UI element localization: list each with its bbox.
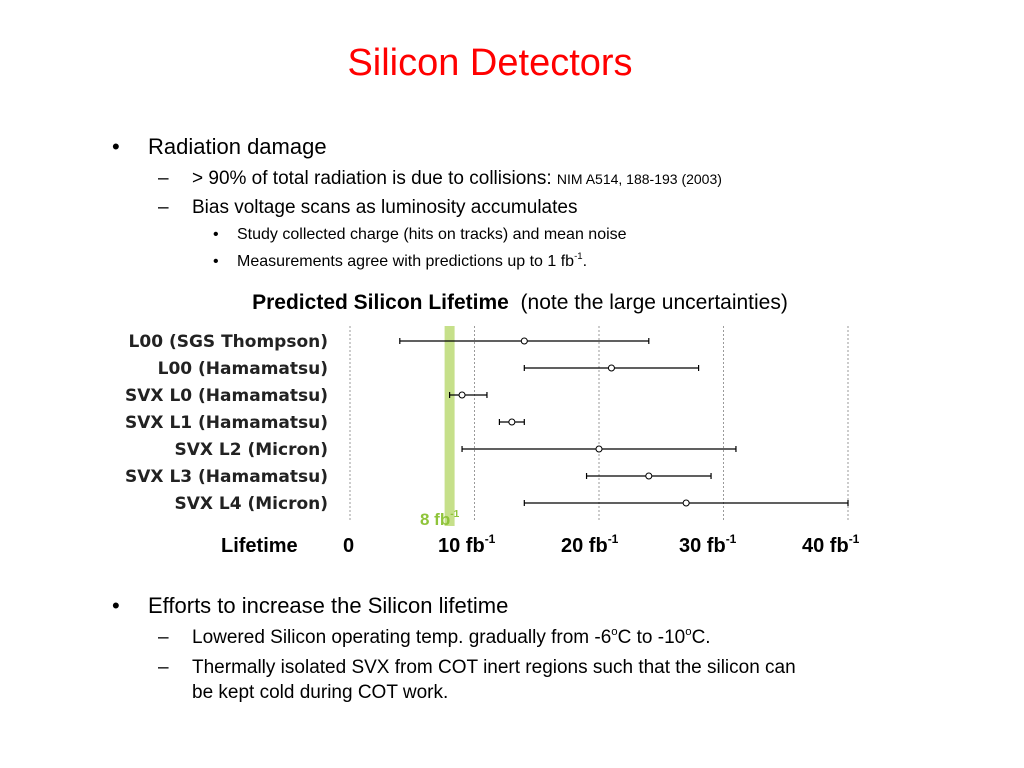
row-label: SVX L0 (Hamamatsu) <box>125 386 328 406</box>
sub-bullet-text: Thermally isolated SVX from COT inert re… <box>192 657 796 678</box>
data-point <box>595 445 603 453</box>
dash-marker: – <box>158 168 169 189</box>
sub-bullet-continuation: be kept cold during COT work. <box>192 682 449 703</box>
data-point <box>458 391 466 399</box>
band-label: 8 fb-1 <box>420 509 460 529</box>
data-point <box>508 418 516 426</box>
slide-title: Silicon Detectors <box>347 42 633 84</box>
chart-title: Predicted Silicon Lifetime <box>252 291 509 314</box>
reference-citation: NIM A514, 188-193 (2003) <box>556 171 722 187</box>
x-tick-label: 20 fb-1 <box>561 532 619 557</box>
axis-label-lifetime: Lifetime <box>221 535 298 557</box>
data-point <box>682 499 690 507</box>
data-point <box>520 337 528 345</box>
x-tick-label: 10 fb-1 <box>438 532 496 557</box>
dash-marker: – <box>158 657 169 678</box>
data-point <box>645 472 653 480</box>
bullet-marker: • <box>213 253 219 270</box>
sub-bullet-text: Lowered Silicon operating temp. graduall… <box>192 627 612 648</box>
sub-sub-bullet-text: Study collected charge (hits on tracks) … <box>237 226 627 243</box>
bullet-marker: • <box>213 226 219 243</box>
dash-marker: – <box>158 197 169 218</box>
row-label: SVX L2 (Micron) <box>174 440 328 460</box>
x-tick-label: 30 fb-1 <box>679 532 737 557</box>
x-tick-label: 0 <box>343 535 355 557</box>
superscript: -1 <box>574 250 583 262</box>
bullet-text: Efforts to increase the Silicon lifetime <box>148 593 509 618</box>
period: . <box>582 253 588 270</box>
bullet-marker: • <box>112 593 120 618</box>
row-label: L00 (SGS Thompson) <box>129 332 328 352</box>
bullet-text: Radiation damage <box>148 134 327 159</box>
dash-marker: – <box>158 627 169 648</box>
sub-bullet-text: Bias voltage scans as luminosity accumul… <box>192 197 578 218</box>
x-tick-label: 40 fb-1 <box>802 532 860 557</box>
data-point <box>607 364 615 372</box>
sub-bullet-text: > 90% of total radiation is due to colli… <box>192 168 552 189</box>
row-label: SVX L3 (Hamamatsu) <box>125 467 328 487</box>
row-label: SVX L1 (Hamamatsu) <box>125 413 328 433</box>
row-label: L00 (Hamamatsu) <box>158 359 328 379</box>
sub-sub-bullet-text: Measurements agree with predictions up t… <box>237 253 575 270</box>
bullet-marker: • <box>112 134 120 159</box>
lifetime-chart: L00 (SGS Thompson) L00 (Hamamatsu) SVX L0 … <box>125 326 849 526</box>
chart-caption: Predicted Silicon Lifetime (note the lar… <box>0 291 1024 315</box>
lifetime-band <box>444 326 455 526</box>
chart-note: (note the large uncertainties) <box>520 291 788 314</box>
row-label: SVX L4 (Micron) <box>174 494 328 514</box>
